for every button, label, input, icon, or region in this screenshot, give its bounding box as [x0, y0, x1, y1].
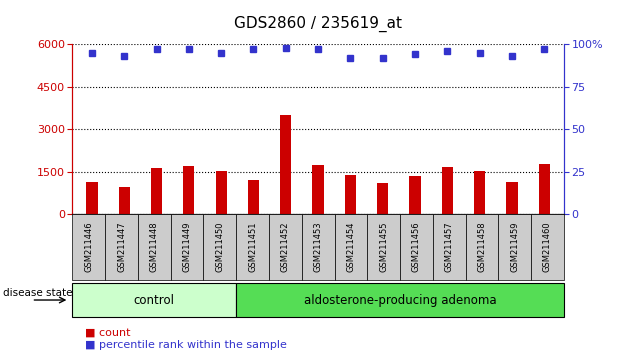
Text: GSM211449: GSM211449 — [183, 222, 192, 272]
Bar — [539, 164, 550, 214]
Bar — [474, 171, 486, 214]
Text: control: control — [134, 293, 175, 307]
Bar — [86, 182, 98, 214]
Text: ■ percentile rank within the sample: ■ percentile rank within the sample — [85, 340, 287, 350]
Text: ■ count: ■ count — [85, 328, 130, 338]
Text: aldosterone-producing adenoma: aldosterone-producing adenoma — [304, 293, 496, 307]
Text: disease state: disease state — [3, 288, 72, 298]
Bar — [410, 176, 421, 214]
Text: GSM211451: GSM211451 — [248, 222, 257, 272]
Text: GSM211455: GSM211455 — [379, 222, 388, 272]
Text: GSM211453: GSM211453 — [314, 222, 323, 272]
Bar — [377, 183, 389, 214]
Text: GSM211457: GSM211457 — [445, 222, 454, 272]
Text: GSM211450: GSM211450 — [215, 222, 224, 272]
Text: GSM211456: GSM211456 — [412, 222, 421, 272]
Text: GDS2860 / 235619_at: GDS2860 / 235619_at — [234, 16, 402, 32]
Bar — [118, 187, 130, 214]
Bar — [312, 165, 324, 214]
Text: GSM211447: GSM211447 — [117, 222, 126, 272]
Bar — [507, 182, 518, 214]
Text: GSM211458: GSM211458 — [478, 222, 486, 272]
Text: GSM211460: GSM211460 — [543, 222, 552, 272]
Bar — [151, 168, 162, 214]
Bar — [248, 180, 259, 214]
Bar — [280, 115, 292, 214]
Text: GSM211454: GSM211454 — [346, 222, 355, 272]
Text: GSM211452: GSM211452 — [281, 222, 290, 272]
Bar — [442, 167, 453, 214]
Bar — [345, 175, 356, 214]
Text: GSM211448: GSM211448 — [150, 222, 159, 272]
Text: GSM211459: GSM211459 — [510, 222, 519, 272]
Text: GSM211446: GSM211446 — [84, 222, 93, 272]
Bar — [215, 171, 227, 214]
Bar — [183, 166, 195, 214]
